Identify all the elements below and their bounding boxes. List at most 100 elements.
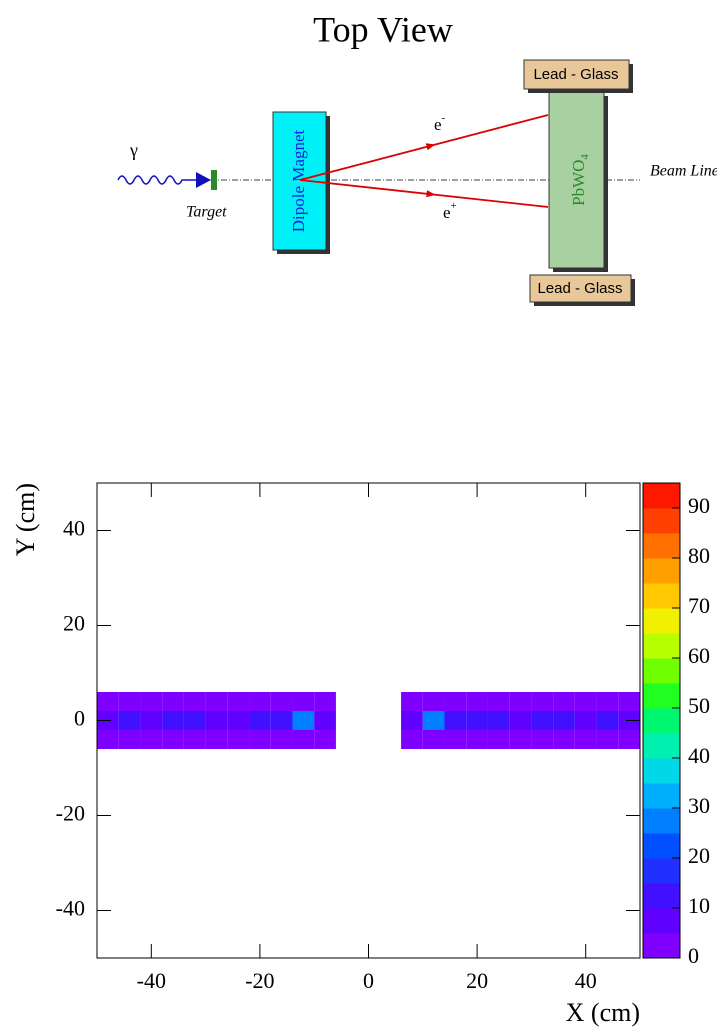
z-tick-label: 90 — [688, 493, 710, 518]
cell — [553, 730, 575, 749]
cell — [487, 692, 510, 711]
cell — [444, 711, 467, 730]
cell — [205, 711, 228, 730]
cell — [422, 692, 445, 711]
cell — [422, 711, 445, 730]
cell — [118, 711, 141, 730]
electron-sup: - — [442, 112, 446, 124]
z-tick-label: 10 — [688, 893, 710, 918]
cell — [97, 730, 119, 749]
cell — [466, 692, 488, 711]
lead-glass-bottom — [529, 274, 632, 303]
cell — [292, 692, 315, 711]
cell — [401, 711, 423, 730]
cell — [336, 730, 358, 749]
cell — [118, 730, 141, 749]
target-label: Target — [186, 204, 227, 221]
cell — [401, 692, 423, 711]
cell — [596, 730, 619, 749]
z-tick-label: 60 — [688, 643, 710, 668]
calorimeter-sub: 4 — [579, 154, 591, 160]
cell — [422, 730, 445, 749]
cell — [249, 711, 271, 730]
colorbar-band — [643, 658, 680, 684]
electron-base: e — [434, 115, 442, 134]
magnet-label: Dipole Magnet — [289, 130, 308, 233]
positron-label: e+ — [443, 200, 457, 222]
z-tick-label: 20 — [688, 843, 710, 868]
cell — [401, 730, 423, 749]
cell — [118, 692, 141, 711]
z-tick-label: 40 — [688, 743, 710, 768]
cell — [531, 711, 554, 730]
cell — [140, 730, 163, 749]
cell — [574, 711, 597, 730]
histogram: -40 -20 0 20 40 -40 -20 0 20 40 0 10 20 30 40 50 60 70 80 9… — [11, 482, 710, 1027]
cell — [162, 730, 184, 749]
colorbar-band — [643, 608, 680, 634]
y-tick-label: -20 — [56, 801, 85, 826]
colorbar-band — [643, 858, 680, 884]
cell — [336, 711, 358, 730]
electron-arrow — [419, 143, 436, 151]
z-tick-label: 80 — [688, 543, 710, 568]
x-tick-label: 40 — [575, 968, 597, 993]
cell — [466, 730, 488, 749]
cell — [270, 711, 293, 730]
cell — [140, 692, 163, 711]
cell — [379, 730, 401, 749]
positron-arrow — [419, 190, 436, 198]
photon-label: γ — [129, 140, 138, 160]
calorimeter-base: PbWO — [569, 160, 588, 206]
cell — [509, 711, 532, 730]
cell — [379, 692, 401, 711]
y-tick-label: -40 — [56, 896, 85, 921]
cell — [314, 711, 336, 730]
cell — [314, 730, 336, 749]
cell — [336, 692, 358, 711]
cell — [183, 692, 206, 711]
photon-arrow — [196, 172, 211, 188]
colorbar-band — [643, 908, 680, 934]
calorimeter-label: PbWO4 — [569, 154, 591, 206]
lead-glass-top — [523, 59, 630, 90]
y-tick-label: 0 — [74, 706, 85, 731]
colorbar-band — [643, 758, 680, 784]
colorbar-band — [643, 533, 680, 559]
colorbar-band — [643, 508, 680, 534]
positron-sup: + — [451, 200, 457, 212]
colorbar-band — [643, 583, 680, 609]
colorbar-band — [643, 558, 680, 584]
cell — [531, 692, 554, 711]
cell — [205, 730, 228, 749]
cell — [314, 692, 336, 711]
x-tick-label: 0 — [363, 968, 374, 993]
cell — [487, 730, 510, 749]
lead-glass-bottom-label: Lead - Glass — [537, 280, 622, 297]
cell — [444, 730, 467, 749]
cell — [618, 692, 640, 711]
electron-label: e- — [434, 112, 446, 134]
x-axis-title: X (cm) — [566, 998, 640, 1027]
y-tick-label: 20 — [63, 611, 85, 636]
cell — [97, 692, 119, 711]
cell — [227, 692, 250, 711]
positron-base: e — [443, 203, 451, 222]
cell — [270, 692, 293, 711]
cell — [270, 730, 293, 749]
colorbar-band — [643, 733, 680, 759]
x-tick-label: 20 — [466, 968, 488, 993]
cell — [553, 692, 575, 711]
z-tick-label: 30 — [688, 793, 710, 818]
x-tick-label: -20 — [245, 968, 274, 993]
diagram: Top View γ Target Dipole Magnet e- e+ Pb… — [117, 9, 717, 306]
cell — [358, 711, 380, 730]
cell — [487, 711, 510, 730]
colorbar-band — [643, 708, 680, 734]
colorbar-band — [643, 783, 680, 809]
z-tick-label: 0 — [688, 943, 699, 968]
calorimeter — [548, 91, 605, 269]
cell — [358, 730, 380, 749]
cell — [162, 692, 184, 711]
cell — [509, 692, 532, 711]
